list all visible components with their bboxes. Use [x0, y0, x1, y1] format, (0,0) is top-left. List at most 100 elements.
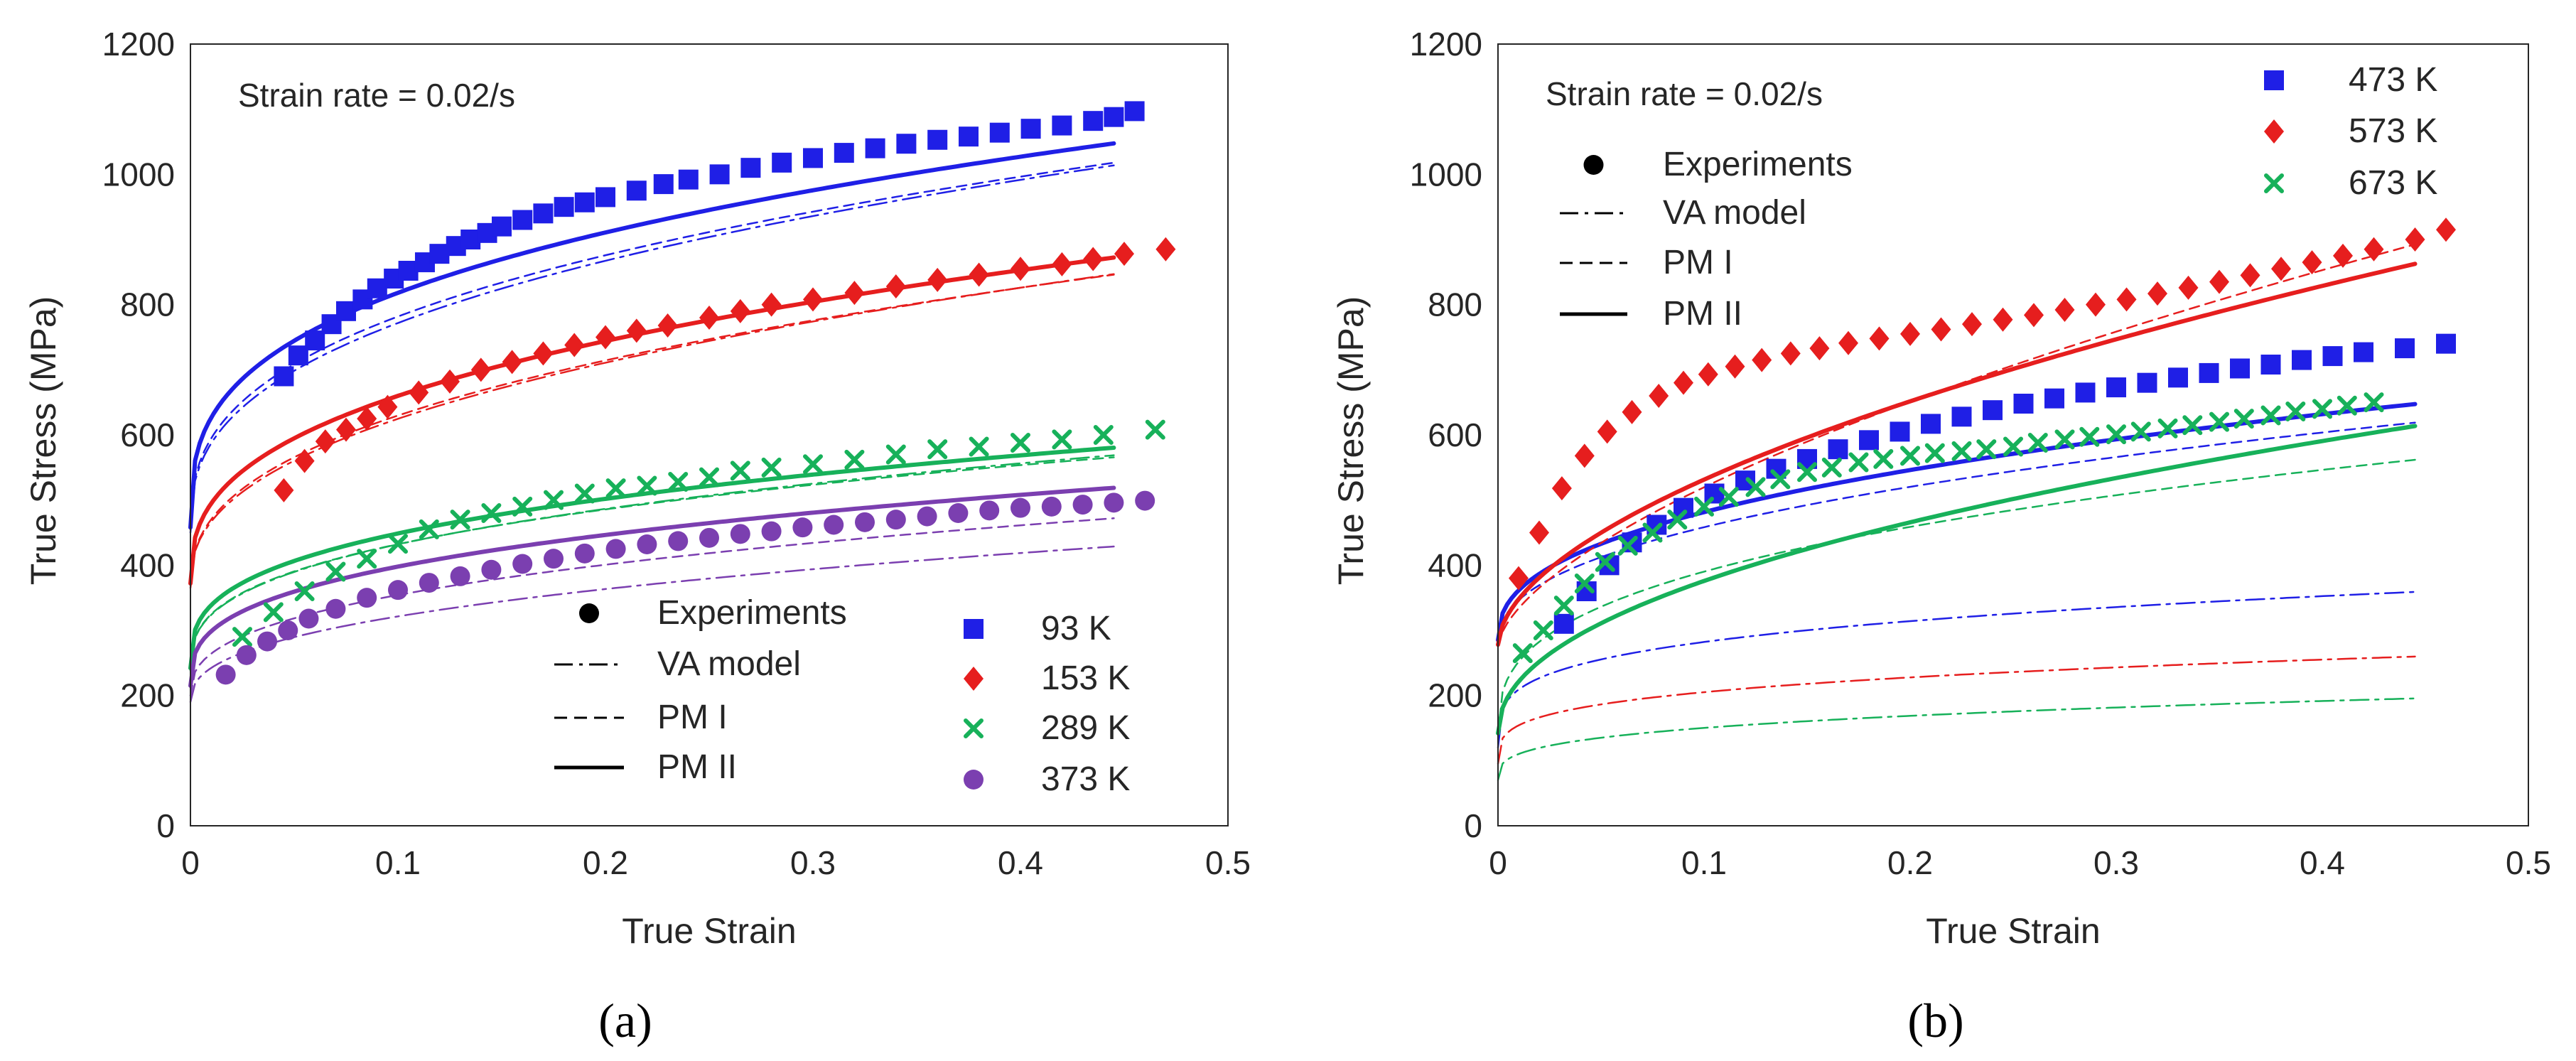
series-line-93-k-pm1	[189, 161, 1115, 534]
data-point-573-k	[2405, 227, 2425, 252]
series-line-573-k-pm2	[1496, 262, 2418, 647]
legend-label-573k: 573 K	[2349, 112, 2437, 150]
series-line-473-k-pm1	[1497, 421, 2416, 645]
data-point-153-k	[1114, 242, 1134, 266]
data-point-473-k	[2436, 333, 2456, 354]
legend-label-pm-i: PM I	[1663, 244, 1733, 281]
data-point-153-k	[626, 318, 647, 343]
data-point-93-k	[460, 230, 481, 249]
data-point-673-k	[1873, 448, 1894, 469]
data-point-673-k	[2260, 405, 2281, 426]
data-point-93-k	[678, 169, 699, 190]
x-tick-label: 0.4	[998, 844, 1043, 881]
data-point-93-k	[1124, 101, 1145, 122]
data-point-573-k	[1752, 348, 1772, 372]
y-tick-label: 600	[1428, 416, 1482, 453]
data-point-93-k	[1083, 111, 1104, 131]
data-point-673-k	[2106, 424, 2126, 445]
data-point-573-k	[2209, 269, 2229, 294]
data-point-473-k	[2013, 394, 2034, 414]
x-tick-label: 0.5	[1205, 844, 1251, 881]
data-point-289-k	[1093, 425, 1114, 445]
data-point-93-k	[288, 345, 308, 366]
chart-panel-b: 0 200 400 600 800 1000 1200 0 0.1 0.2 0.3 0.4 0.5 St…	[1331, 26, 2551, 1047]
legend-label-289k: 289 K	[1041, 709, 1130, 747]
data-point-573-k	[1869, 326, 1890, 351]
data-point-93-k	[709, 164, 730, 185]
series-legend: 93 K 153 K 289 K 373 K	[964, 610, 1130, 798]
x-tick-label: 0.2	[1887, 844, 1933, 881]
data-point-153-k	[969, 262, 989, 287]
data-point-289-k	[605, 478, 626, 499]
data-point-153-k	[657, 313, 678, 338]
data-point-289-k	[419, 519, 439, 539]
data-point-373-k	[948, 503, 969, 523]
annotation-strain-rate: Strain rate = 0.02/s	[1546, 75, 1823, 112]
legend-marker-experiments	[1583, 155, 1604, 175]
x-tick-label: 0.3	[790, 844, 836, 881]
data-point-673-k	[1951, 441, 1972, 461]
annotation-strain-rate: Strain rate = 0.02/s	[238, 77, 515, 114]
data-point-153-k	[1155, 237, 1176, 262]
data-point-673-k	[1617, 535, 1638, 556]
data-point-153-k	[470, 357, 491, 382]
y-tick-label: 1000	[102, 156, 175, 193]
data-point-373-k	[792, 517, 813, 538]
data-point-573-k	[1597, 419, 1617, 444]
data-point-93-k	[533, 203, 554, 224]
data-point-93-k	[772, 152, 792, 173]
legend-marker-289-k	[964, 718, 983, 738]
data-point-93-k	[896, 134, 917, 154]
data-point-93-k	[492, 216, 512, 237]
data-point-93-k	[554, 197, 574, 217]
data-point-673-k	[2182, 415, 2203, 436]
y-tick-label: 400	[1428, 546, 1482, 583]
y-tick-label: 1200	[102, 26, 175, 63]
y-tick-label: 0	[156, 807, 175, 844]
data-point-573-k	[1698, 362, 1718, 387]
data-point-153-k	[730, 298, 750, 323]
data-point-673-k	[2337, 395, 2357, 416]
data-point-289-k	[1052, 429, 1072, 450]
x-tick-label: 0.3	[2093, 844, 2139, 881]
legend-marker-473-k	[2264, 70, 2284, 90]
data-point-289-k	[481, 503, 502, 523]
data-point-373-k	[357, 588, 377, 608]
series-line-93-k-va-model	[189, 164, 1115, 531]
data-point-673-k	[1574, 573, 1595, 593]
data-point-93-k	[989, 122, 1010, 143]
panel-caption-a: (a)	[598, 993, 652, 1047]
legend-marker-373-k	[964, 770, 983, 790]
data-point-153-k	[533, 341, 554, 366]
data-point-573-k	[2240, 263, 2260, 288]
data-point-673-k	[1718, 487, 1739, 507]
data-point-473-k	[2199, 362, 2219, 383]
data-point-573-k	[1674, 370, 1693, 395]
data-point-373-k	[481, 559, 502, 580]
data-point-93-k	[653, 174, 674, 195]
data-point-673-k	[2364, 392, 2384, 413]
x-tick-label: 0.2	[583, 844, 628, 881]
series-line-673-k-va-model	[1497, 697, 2416, 782]
data-point-289-k	[730, 461, 750, 481]
data-point-473-k	[2230, 358, 2250, 379]
data-point-573-k	[1551, 476, 1572, 501]
data-point-473-k	[1951, 406, 1972, 427]
x-axis-label: True Strain	[1926, 911, 2100, 951]
panel-caption-b: (b)	[1907, 993, 1963, 1047]
data-point-573-k	[2116, 287, 2137, 312]
data-point-153-k	[409, 380, 429, 405]
data-point-289-k	[232, 627, 252, 647]
data-point-573-k	[2436, 217, 2456, 242]
data-point-93-k	[336, 301, 356, 321]
data-point-289-k	[803, 454, 823, 475]
data-point-573-k	[1809, 336, 1830, 361]
data-point-373-k	[419, 573, 439, 593]
series-line-673-k-pm2	[1496, 424, 2418, 736]
data-point-153-k	[315, 429, 335, 454]
data-point-93-k	[803, 148, 823, 168]
y-tick-label: 200	[120, 677, 175, 714]
data-point-93-k	[626, 181, 647, 201]
y-tick-label: 800	[1428, 286, 1482, 323]
